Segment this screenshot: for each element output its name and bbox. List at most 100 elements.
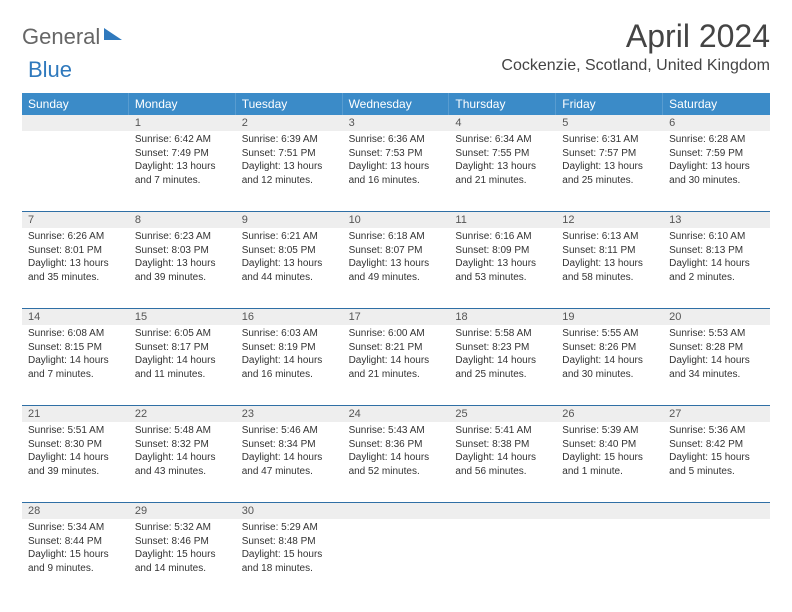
calendar-cell: Sunrise: 6:10 AMSunset: 8:13 PMDaylight:… bbox=[663, 228, 770, 308]
day-number: 11 bbox=[449, 212, 556, 228]
daylight-text: Daylight: 14 hours and 25 minutes. bbox=[455, 354, 550, 381]
sunrise-text: Sunrise: 5:29 AM bbox=[242, 521, 337, 535]
weekday-header: Sunday Monday Tuesday Wednesday Thursday… bbox=[22, 93, 770, 115]
sunset-text: Sunset: 7:49 PM bbox=[135, 147, 230, 161]
day-number: 2 bbox=[236, 115, 343, 131]
calendar-cell: Sunrise: 5:39 AMSunset: 8:40 PMDaylight:… bbox=[556, 422, 663, 502]
daylight-text: Daylight: 13 hours and 16 minutes. bbox=[349, 160, 444, 187]
sunrise-text: Sunrise: 5:48 AM bbox=[135, 424, 230, 438]
sunrise-text: Sunrise: 6:10 AM bbox=[669, 230, 764, 244]
sunrise-text: Sunrise: 6:16 AM bbox=[455, 230, 550, 244]
sunset-text: Sunset: 8:03 PM bbox=[135, 244, 230, 258]
sunrise-text: Sunrise: 6:21 AM bbox=[242, 230, 337, 244]
day-number: 25 bbox=[449, 406, 556, 422]
sunrise-text: Sunrise: 6:08 AM bbox=[28, 327, 123, 341]
sunrise-text: Sunrise: 6:34 AM bbox=[455, 133, 550, 147]
calendar-cell bbox=[22, 131, 129, 211]
sunrise-text: Sunrise: 6:26 AM bbox=[28, 230, 123, 244]
daylight-text: Daylight: 15 hours and 18 minutes. bbox=[242, 548, 337, 575]
sunrise-text: Sunrise: 5:58 AM bbox=[455, 327, 550, 341]
daylight-text: Daylight: 14 hours and 43 minutes. bbox=[135, 451, 230, 478]
logo-icon bbox=[104, 28, 122, 40]
calendar-cell: Sunrise: 6:21 AMSunset: 8:05 PMDaylight:… bbox=[236, 228, 343, 308]
calendar-cell bbox=[343, 519, 450, 599]
calendar-cell: Sunrise: 5:36 AMSunset: 8:42 PMDaylight:… bbox=[663, 422, 770, 502]
sunrise-text: Sunrise: 6:18 AM bbox=[349, 230, 444, 244]
calendar-cell: Sunrise: 6:13 AMSunset: 8:11 PMDaylight:… bbox=[556, 228, 663, 308]
day-number: 28 bbox=[22, 503, 129, 519]
sunrise-text: Sunrise: 5:34 AM bbox=[28, 521, 123, 535]
daylight-text: Daylight: 14 hours and 34 minutes. bbox=[669, 354, 764, 381]
sunset-text: Sunset: 8:01 PM bbox=[28, 244, 123, 258]
sunrise-text: Sunrise: 5:36 AM bbox=[669, 424, 764, 438]
calendar-cell: Sunrise: 6:03 AMSunset: 8:19 PMDaylight:… bbox=[236, 325, 343, 405]
logo: General bbox=[22, 24, 124, 50]
day-number: 4 bbox=[449, 115, 556, 131]
daylight-text: Daylight: 15 hours and 9 minutes. bbox=[28, 548, 123, 575]
sunrise-text: Sunrise: 5:43 AM bbox=[349, 424, 444, 438]
daylight-text: Daylight: 14 hours and 30 minutes. bbox=[562, 354, 657, 381]
day-number: 3 bbox=[343, 115, 450, 131]
sunset-text: Sunset: 8:21 PM bbox=[349, 341, 444, 355]
sunrise-text: Sunrise: 6:05 AM bbox=[135, 327, 230, 341]
calendar-cell: Sunrise: 6:31 AMSunset: 7:57 PMDaylight:… bbox=[556, 131, 663, 211]
weekday-mon: Monday bbox=[129, 93, 236, 115]
calendar-cell: Sunrise: 5:32 AMSunset: 8:46 PMDaylight:… bbox=[129, 519, 236, 599]
sunrise-text: Sunrise: 5:32 AM bbox=[135, 521, 230, 535]
day-number: 24 bbox=[343, 406, 450, 422]
calendar-cell: Sunrise: 6:42 AMSunset: 7:49 PMDaylight:… bbox=[129, 131, 236, 211]
weekday-fri: Friday bbox=[556, 93, 663, 115]
calendar-cell: Sunrise: 5:55 AMSunset: 8:26 PMDaylight:… bbox=[556, 325, 663, 405]
sunset-text: Sunset: 8:09 PM bbox=[455, 244, 550, 258]
day-number: 21 bbox=[22, 406, 129, 422]
day-number: 30 bbox=[236, 503, 343, 519]
calendar-cell: Sunrise: 5:41 AMSunset: 8:38 PMDaylight:… bbox=[449, 422, 556, 502]
day-number: 22 bbox=[129, 406, 236, 422]
title-block: April 2024 Cockenzie, Scotland, United K… bbox=[501, 18, 770, 75]
daylight-text: Daylight: 14 hours and 52 minutes. bbox=[349, 451, 444, 478]
daylight-text: Daylight: 13 hours and 12 minutes. bbox=[242, 160, 337, 187]
sunset-text: Sunset: 8:40 PM bbox=[562, 438, 657, 452]
day-number: 18 bbox=[449, 309, 556, 325]
day-number: 15 bbox=[129, 309, 236, 325]
calendar-cell: Sunrise: 6:34 AMSunset: 7:55 PMDaylight:… bbox=[449, 131, 556, 211]
day-number: 7 bbox=[22, 212, 129, 228]
day-number: 23 bbox=[236, 406, 343, 422]
sunset-text: Sunset: 8:38 PM bbox=[455, 438, 550, 452]
calendar-cell bbox=[449, 519, 556, 599]
weekday-tue: Tuesday bbox=[236, 93, 343, 115]
sunrise-text: Sunrise: 6:28 AM bbox=[669, 133, 764, 147]
daylight-text: Daylight: 14 hours and 47 minutes. bbox=[242, 451, 337, 478]
sunrise-text: Sunrise: 6:31 AM bbox=[562, 133, 657, 147]
calendar-cell: Sunrise: 5:53 AMSunset: 8:28 PMDaylight:… bbox=[663, 325, 770, 405]
day-number: 13 bbox=[663, 212, 770, 228]
sunrise-text: Sunrise: 6:36 AM bbox=[349, 133, 444, 147]
calendar-cell: Sunrise: 5:58 AMSunset: 8:23 PMDaylight:… bbox=[449, 325, 556, 405]
sunset-text: Sunset: 7:53 PM bbox=[349, 147, 444, 161]
sunset-text: Sunset: 7:51 PM bbox=[242, 147, 337, 161]
weekday-wed: Wednesday bbox=[343, 93, 450, 115]
calendar-cell: Sunrise: 5:48 AMSunset: 8:32 PMDaylight:… bbox=[129, 422, 236, 502]
sunset-text: Sunset: 8:15 PM bbox=[28, 341, 123, 355]
sunset-text: Sunset: 8:26 PM bbox=[562, 341, 657, 355]
sunset-text: Sunset: 8:17 PM bbox=[135, 341, 230, 355]
calendar-cell: Sunrise: 5:34 AMSunset: 8:44 PMDaylight:… bbox=[22, 519, 129, 599]
sunset-text: Sunset: 8:30 PM bbox=[28, 438, 123, 452]
day-number: 29 bbox=[129, 503, 236, 519]
sunset-text: Sunset: 7:55 PM bbox=[455, 147, 550, 161]
daylight-text: Daylight: 15 hours and 1 minute. bbox=[562, 451, 657, 478]
sunrise-text: Sunrise: 5:53 AM bbox=[669, 327, 764, 341]
calendar-cell: Sunrise: 6:00 AMSunset: 8:21 PMDaylight:… bbox=[343, 325, 450, 405]
daylight-text: Daylight: 13 hours and 25 minutes. bbox=[562, 160, 657, 187]
calendar-cell: Sunrise: 6:23 AMSunset: 8:03 PMDaylight:… bbox=[129, 228, 236, 308]
daylight-text: Daylight: 13 hours and 49 minutes. bbox=[349, 257, 444, 284]
sunrise-text: Sunrise: 6:42 AM bbox=[135, 133, 230, 147]
sunrise-text: Sunrise: 6:23 AM bbox=[135, 230, 230, 244]
sunset-text: Sunset: 8:23 PM bbox=[455, 341, 550, 355]
calendar-cell: Sunrise: 6:18 AMSunset: 8:07 PMDaylight:… bbox=[343, 228, 450, 308]
daylight-text: Daylight: 13 hours and 30 minutes. bbox=[669, 160, 764, 187]
sunrise-text: Sunrise: 5:39 AM bbox=[562, 424, 657, 438]
day-number: 20 bbox=[663, 309, 770, 325]
calendar-cell: Sunrise: 6:26 AMSunset: 8:01 PMDaylight:… bbox=[22, 228, 129, 308]
day-number: 16 bbox=[236, 309, 343, 325]
